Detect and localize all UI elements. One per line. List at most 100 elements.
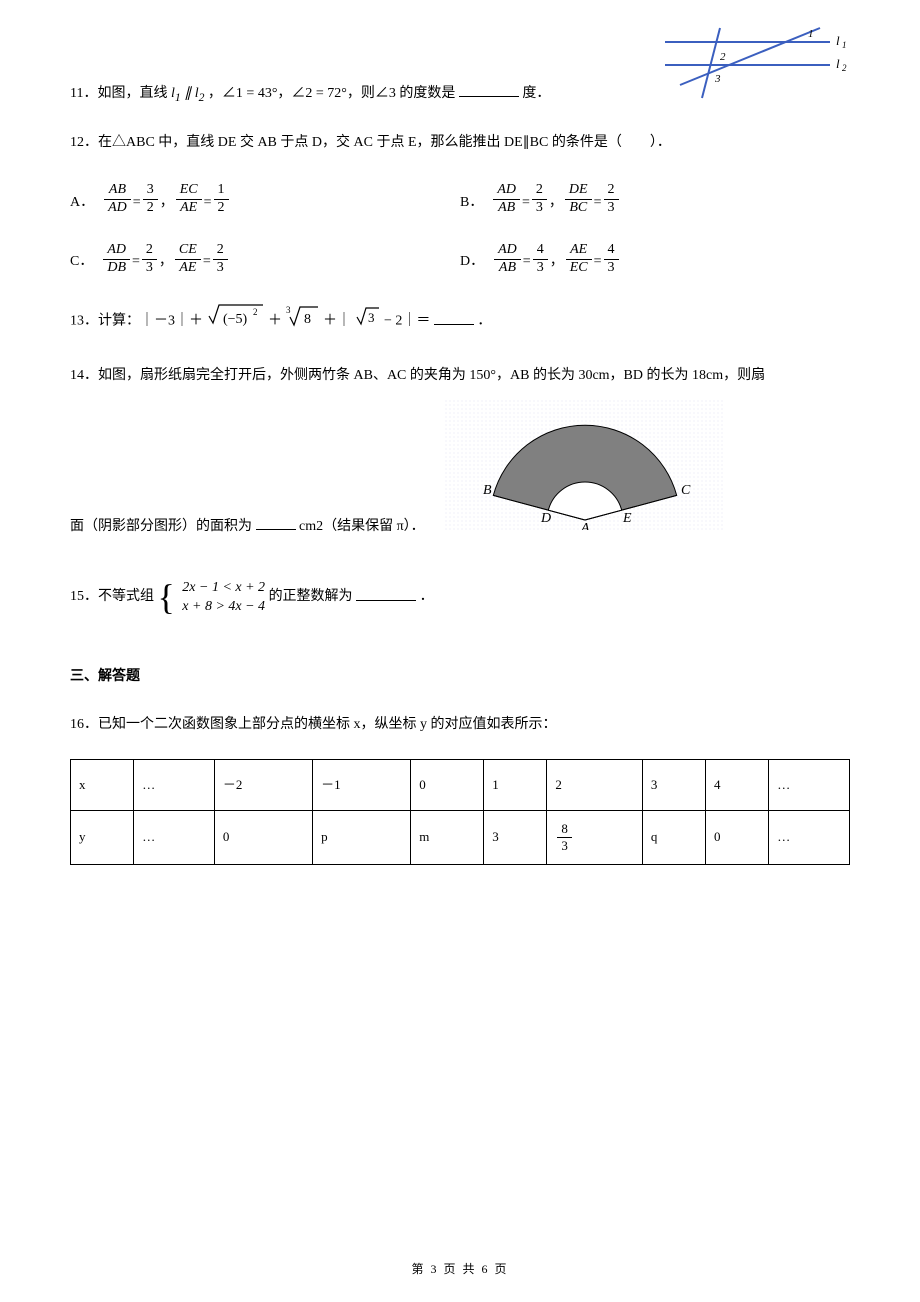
- q13-prefix: 13．计算：｜－3｜＋: [70, 314, 203, 329]
- q11-text-2: ，∠1 = 43°，∠2 = 72°，则∠3 的度数是: [208, 86, 456, 101]
- svg-text:3: 3: [368, 310, 375, 325]
- table-cell: 1: [484, 760, 547, 811]
- q11-text-3: 度．: [522, 86, 550, 101]
- q13-tail: − 2｜＝: [384, 314, 430, 329]
- q16-table: x…－2－101234…y…0pm383q0…: [70, 759, 850, 864]
- opt-c-val1: 23: [142, 242, 157, 277]
- svg-text:E: E: [622, 511, 632, 526]
- opt-d-frac2: AEEC: [566, 242, 592, 277]
- svg-text:2: 2: [842, 63, 847, 73]
- q12-options-row-1: A． ABAD = 32 ， ECAE = 12 B． ADAB = 23 ， …: [70, 182, 850, 217]
- table-cell: x: [71, 760, 134, 811]
- q12-option-d: D． ADAB = 43 ， AEEC = 43: [460, 242, 850, 277]
- svg-text:A: A: [580, 521, 590, 530]
- opt-d-label: D．: [460, 248, 484, 276]
- question-13: 13．计算：｜－3｜＋ (−5)2 ＋ 38 ＋｜ 3 − 2｜＝ ．: [70, 301, 850, 342]
- q14-figure: B C D E A: [445, 400, 725, 541]
- page-footer: 第 3 页 共 6 页: [0, 1260, 920, 1277]
- q16-stem: 16．已知一个二次函数图象上部分点的横坐标 x，纵坐标 y 的对应值如表所示：: [70, 711, 850, 739]
- q12-option-c: C． ADDB = 23 ， CEAE = 23: [70, 242, 460, 277]
- question-14: 14．如图，扇形纸扇完全打开后，外侧两竹条 AB、AC 的夹角为 150°，AB…: [70, 362, 850, 541]
- opt-a-val1: 32: [143, 182, 158, 217]
- q15-blank: [356, 586, 416, 601]
- q15-prefix: 15．不等式组: [70, 590, 154, 605]
- q14-line2-text: 面（阴影部分图形）的面积为 cm2（结果保留 π）．: [70, 513, 425, 541]
- opt-b-val2: 23: [604, 182, 619, 217]
- svg-text:l: l: [836, 56, 840, 71]
- svg-text:3: 3: [714, 73, 721, 85]
- table-cell: …: [134, 760, 215, 811]
- question-16: 16．已知一个二次函数图象上部分点的横坐标 x，纵坐标 y 的对应值如表所示： …: [70, 711, 850, 864]
- q15-line2: x + 8 > 4x − 4: [182, 597, 265, 617]
- q13-blank: [434, 310, 474, 325]
- svg-text:1: 1: [808, 28, 814, 40]
- table-cell: …: [769, 760, 850, 811]
- svg-text:(−5): (−5): [223, 312, 248, 327]
- q11-text-1: 11．如图，直线: [70, 86, 167, 101]
- q15-line1: 2x − 1 < x + 2: [182, 578, 265, 598]
- q12-stem: 12．在△ABC 中，直线 DE 交 AB 于点 D，交 AC 于点 E，那么能…: [70, 129, 850, 157]
- q13-sqrt-1: (−5) 2: [207, 301, 265, 342]
- opt-d-val2: 43: [604, 242, 619, 277]
- opt-b-frac2: DEBC: [565, 182, 592, 217]
- table-cell: 3: [642, 760, 705, 811]
- svg-text:B: B: [483, 483, 492, 498]
- question-11: 1 2 3 l 1 l 2 11．如图，直线 l1 ∥ l2 ，∠1 = 43°…: [70, 80, 850, 109]
- table-cell: －1: [313, 760, 411, 811]
- content-area: 1 2 3 l 1 l 2 11．如图，直线 l1 ∥ l2 ，∠1 = 43°…: [70, 80, 850, 865]
- table-cell: …: [134, 811, 215, 864]
- opt-d-val1: 43: [533, 242, 548, 277]
- q14-blank: [256, 515, 296, 530]
- q13-suffix: ．: [477, 314, 491, 329]
- opt-c-frac1: ADDB: [103, 242, 130, 277]
- table-cell: y: [71, 811, 134, 864]
- svg-text:2: 2: [253, 307, 258, 317]
- q15-mid: 的正整数解为: [269, 590, 353, 605]
- page-number: 第 3 页 共 6 页: [411, 1262, 508, 1276]
- q14-line1: 14．如图，扇形纸扇完全打开后，外侧两竹条 AB、AC 的夹角为 150°，AB…: [70, 362, 850, 390]
- q13-plus2: ＋｜: [323, 314, 351, 329]
- opt-b-label: B．: [460, 189, 483, 217]
- opt-c-label: C．: [70, 248, 93, 276]
- table-row: x…－2－101234…: [71, 760, 850, 811]
- svg-text:1: 1: [842, 40, 847, 50]
- opt-a-label: A．: [70, 189, 94, 217]
- q15-system: 2x − 1 < x + 2 x + 8 > 4x − 4: [182, 578, 265, 617]
- opt-a-val2: 12: [214, 182, 229, 217]
- opt-a-frac2: ECAE: [176, 182, 202, 217]
- q11-math-1: l1 ∥ l2: [171, 86, 204, 101]
- table-row: y…0pm383q0…: [71, 811, 850, 864]
- table-cell: 2: [547, 760, 642, 811]
- parallel-lines-diagram: 1 2 3 l 1 l 2: [660, 20, 850, 100]
- opt-d-frac1: ADAB: [494, 242, 521, 277]
- svg-text:3: 3: [286, 305, 291, 315]
- table-cell: …: [769, 811, 850, 864]
- q13-cbrt: 38: [286, 303, 320, 340]
- opt-c-frac2: CEAE: [175, 242, 201, 277]
- q11-blank: [459, 82, 519, 97]
- svg-text:D: D: [540, 511, 551, 526]
- svg-text:2: 2: [720, 51, 726, 63]
- page-container: 1 2 3 l 1 l 2 11．如图，直线 l1 ∥ l2 ，∠1 = 43°…: [0, 0, 920, 1302]
- q15-brace-icon: {: [158, 561, 175, 633]
- svg-text:C: C: [681, 483, 691, 498]
- fan-diagram: B C D E A: [445, 400, 725, 530]
- table-cell: q: [642, 811, 705, 864]
- q12-option-a: A． ABAD = 32 ， ECAE = 12: [70, 182, 460, 217]
- opt-a-frac1: ABAD: [104, 182, 131, 217]
- table-cell: 4: [706, 760, 769, 811]
- table-cell: 0: [214, 811, 312, 864]
- question-12: 12．在△ABC 中，直线 DE 交 AB 于点 D，交 AC 于点 E，那么能…: [70, 129, 850, 276]
- table-cell: p: [313, 811, 411, 864]
- opt-c-val2: 23: [213, 242, 228, 277]
- section-3-heading: 三、解答题: [70, 663, 850, 691]
- table-cell: m: [411, 811, 484, 864]
- opt-b-val1: 23: [532, 182, 547, 217]
- q15-suffix: ．: [420, 590, 434, 605]
- q12-options-row-2: C． ADDB = 23 ， CEAE = 23 D． ADAB = 43 ， …: [70, 242, 850, 277]
- q11-figure: 1 2 3 l 1 l 2: [660, 20, 850, 100]
- question-15: 15．不等式组 { 2x − 1 < x + 2 x + 8 > 4x − 4 …: [70, 561, 850, 633]
- table-cell: 83: [547, 811, 642, 864]
- q12-option-b: B． ADAB = 23 ， DEBC = 23: [460, 182, 850, 217]
- svg-text:l: l: [836, 33, 840, 48]
